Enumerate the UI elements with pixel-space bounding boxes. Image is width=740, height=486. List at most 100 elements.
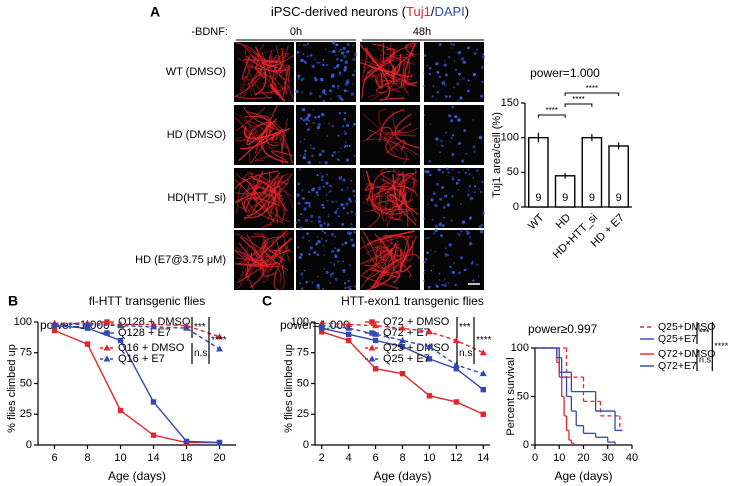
y-tick-label: 25 (20, 408, 32, 420)
nucleus (314, 169, 316, 171)
marker (150, 323, 157, 330)
x-tick-label: 40 (626, 452, 638, 464)
y-tick-label: 25 (297, 408, 309, 420)
neurite (392, 111, 419, 134)
x-tick-label: 2 (319, 452, 325, 464)
nucleus (323, 222, 326, 225)
nucleus (306, 219, 308, 221)
nucleus (475, 263, 479, 266)
sig-label: **** (546, 106, 558, 115)
marker (399, 336, 406, 343)
nucleus (350, 238, 354, 242)
sig-label: *** (194, 322, 206, 333)
nucleus (321, 112, 325, 117)
nucleus (316, 194, 319, 197)
nucleus (305, 281, 308, 284)
nucleus (453, 60, 456, 62)
nucleus (296, 50, 300, 54)
nucleus (322, 185, 326, 188)
nucleus (438, 279, 441, 281)
nucleus (450, 47, 453, 49)
neurite (262, 177, 280, 228)
nucleus (297, 182, 301, 186)
nucleus (353, 194, 356, 197)
x-tick-label: WT (526, 211, 547, 232)
nucleus (298, 255, 302, 260)
x-tick-label: 14 (477, 452, 489, 464)
nucleus (316, 61, 319, 64)
neurite (235, 115, 271, 140)
nucleus (344, 111, 347, 115)
nucleus (304, 201, 307, 205)
nucleus (476, 48, 479, 51)
nucleus (450, 219, 453, 222)
nucleus (439, 197, 443, 201)
neurite (251, 185, 272, 209)
x-axis-label: Age (days) (554, 469, 612, 483)
neurite (235, 191, 265, 202)
nucleus (441, 224, 445, 227)
nucleus (299, 140, 302, 143)
nucleus (449, 141, 451, 143)
y-tick-label: 100 (511, 342, 529, 354)
nucleus (351, 126, 354, 128)
neurite (268, 186, 282, 201)
nucleus (316, 283, 320, 288)
nucleus (302, 155, 306, 160)
nucleus (481, 80, 484, 84)
neurite (238, 134, 275, 162)
marker (480, 411, 486, 417)
nucleus (334, 254, 337, 257)
micrographs (233, 41, 486, 291)
micrograph (296, 230, 357, 291)
x-axis-label: Age (days) (108, 469, 166, 483)
nucleus (346, 158, 349, 162)
nucleus (297, 201, 301, 205)
marker (150, 399, 157, 405)
nucleus (440, 139, 443, 143)
nucleus (460, 229, 464, 233)
nucleus (346, 50, 350, 54)
nucleus (318, 94, 322, 99)
nucleus (481, 66, 484, 70)
nucleus (478, 188, 480, 190)
neurite (236, 236, 269, 266)
nucleus (341, 222, 344, 226)
nucleus (443, 283, 447, 288)
nucleus (328, 192, 330, 194)
marker (426, 356, 433, 362)
chart-title: fl-HTT transgenic flies (89, 294, 205, 308)
neurite (385, 56, 403, 61)
x-tick-label: 8 (84, 452, 90, 464)
marker (150, 432, 157, 438)
panel-label: A (150, 4, 160, 20)
micrograph (234, 104, 294, 165)
neurite (246, 249, 258, 290)
neurite (369, 201, 404, 214)
nucleus (331, 124, 335, 128)
neurite (371, 170, 395, 207)
legend-label: Q72+E7 (658, 360, 697, 372)
nucleus (480, 224, 483, 227)
micrograph (233, 41, 294, 102)
n-label: 9 (535, 192, 541, 204)
neurite (362, 170, 414, 208)
nucleus (448, 114, 452, 118)
nucleus (434, 229, 438, 233)
nucleus (350, 92, 355, 96)
neurite (398, 172, 415, 200)
neurite (242, 254, 282, 287)
nucleus (317, 123, 321, 127)
nucleus (306, 55, 310, 58)
nucleus (350, 223, 353, 226)
nucleus (309, 91, 313, 96)
nucleus (329, 184, 332, 188)
neurite (364, 47, 391, 99)
nucleus (300, 253, 303, 256)
nucleus (296, 193, 300, 197)
nucleus (311, 281, 314, 284)
nucleus (439, 151, 441, 154)
nucleus (302, 197, 305, 200)
marker (345, 324, 353, 331)
sig-bracket (564, 92, 620, 96)
